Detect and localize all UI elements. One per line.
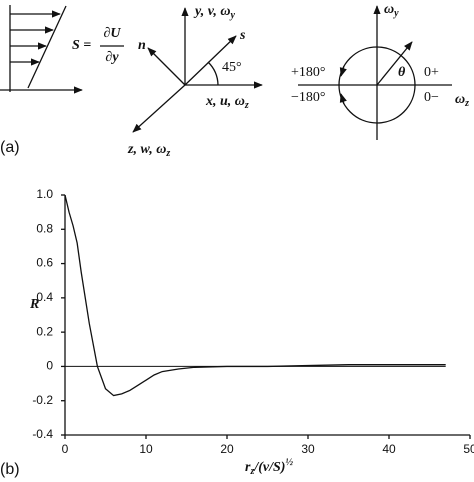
y-tick-label: 0.2 <box>36 324 53 338</box>
shear-s: S = <box>72 38 91 53</box>
n-label: n <box>138 38 146 53</box>
shear-diagram: S = ∂U ∂y <box>0 5 124 94</box>
zero-plus: 0+ <box>424 65 439 80</box>
omega-y-label: ωy <box>384 2 399 19</box>
y-axis-title: R <box>29 297 39 312</box>
y-tick-label: -0.2 <box>32 393 53 407</box>
angle-circle: ωy ωz θ +180° −180° 0+ 0− <box>291 2 469 140</box>
angle-label: 45° <box>222 60 242 75</box>
y-tick-label: 0.8 <box>36 221 53 235</box>
minus-180: −180° <box>291 90 326 105</box>
x-tick-label: 10 <box>139 442 153 456</box>
x-tick-label: 40 <box>382 442 396 456</box>
chart: (b) R rz/(ν/S)½ 1.0 0.8 0.6 0.4 0.2 0 -0.2 -0.4… <box>0 187 474 478</box>
panel-tag: (a) <box>0 139 20 156</box>
s-label: s <box>239 28 246 43</box>
zero-minus: 0− <box>424 90 439 105</box>
shear-num: ∂U <box>103 26 121 41</box>
x-tick-label: 0 <box>62 442 69 456</box>
x-axis-label: x, u, ωz <box>205 94 249 111</box>
shear-den: ∂y <box>105 50 119 65</box>
x-tick-label: 30 <box>301 442 315 456</box>
x-axis-title: rz/(ν/S)½ <box>245 457 293 477</box>
y-tick-label: 0.6 <box>36 256 53 270</box>
data-line <box>64 194 446 397</box>
omega-z-label: ωz <box>455 92 469 109</box>
y-tick-label: 1.0 <box>36 187 53 201</box>
x-tick-label: 50 <box>463 442 474 456</box>
x-tick-label: 20 <box>220 442 234 456</box>
z-axis-label: z, w, ωz <box>127 142 170 159</box>
panel-tag: (b) <box>0 461 20 478</box>
y-tick-label: -0.4 <box>32 427 53 441</box>
plus-180: +180° <box>291 65 326 80</box>
y-tick-label: 0 <box>46 359 53 373</box>
axes-diagram: y, v, ωy x, u, ωz z, w, ωz s n 45° <box>127 4 263 159</box>
theta-label: θ <box>398 65 406 80</box>
y-tick-label: 0.4 <box>36 290 53 304</box>
y-axis-label: y, v, ωy <box>193 4 236 21</box>
